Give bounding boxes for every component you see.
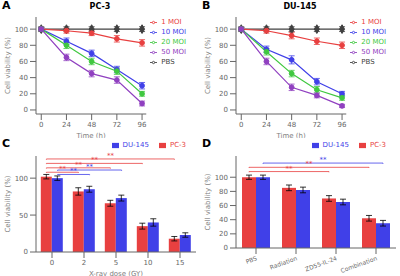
html-text:PBS: PBS [361, 58, 375, 66]
svg-text:80: 80 [219, 188, 228, 196]
svg-text:20: 20 [219, 90, 228, 98]
svg-text:0: 0 [224, 244, 228, 252]
svg-text:Cell viability (%): Cell viability (%) [8, 37, 12, 94]
html-text:1 MOI: 1 MOI [161, 18, 182, 26]
svg-text:100: 100 [15, 175, 28, 183]
svg-text:100: 100 [215, 26, 228, 34]
svg-text:**: ** [306, 160, 314, 168]
html-text:10 MOI: 10 MOI [361, 28, 386, 36]
svg-text:**: ** [107, 152, 115, 160]
html-text:20 MOI: 20 MOI [361, 38, 386, 46]
svg-text:24: 24 [62, 121, 71, 129]
svg-text:100: 100 [215, 174, 228, 182]
svg-text:40: 40 [19, 74, 28, 82]
svg-text:80: 80 [219, 42, 228, 50]
svg-text:80: 80 [19, 42, 28, 50]
html-text:DU-145: DU-145 [283, 2, 317, 11]
svg-text:10: 10 [144, 259, 153, 267]
svg-text:40: 40 [219, 74, 228, 82]
svg-text:20: 20 [219, 230, 228, 238]
svg-text:5: 5 [114, 259, 118, 267]
svg-text:60: 60 [219, 58, 228, 66]
svg-text:ZD55-IL-24: ZD55-IL-24 [304, 254, 338, 272]
html-text:10 MOI: 10 MOI [161, 28, 186, 36]
svg-text:50: 50 [19, 212, 28, 220]
svg-text:Cell viability (%): Cell viability (%) [204, 37, 212, 94]
svg-text:0: 0 [24, 106, 28, 114]
svg-text:Combination: Combination [340, 254, 378, 274]
html-text:PBS: PBS [161, 58, 175, 66]
html-text:PC-3: PC-3 [369, 141, 386, 149]
svg-text:96: 96 [338, 121, 347, 129]
svg-text:2: 2 [82, 259, 86, 267]
svg-text:24: 24 [262, 121, 271, 129]
html-text:B: B [202, 0, 211, 12]
svg-text:60: 60 [219, 202, 228, 210]
svg-text:15: 15 [176, 259, 185, 267]
svg-text:**: ** [320, 156, 328, 164]
svg-text:Time (h): Time (h) [75, 132, 106, 138]
svg-text:Cell viability (%): Cell viability (%) [8, 175, 12, 232]
svg-text:0: 0 [50, 259, 54, 267]
html-text:A: A [2, 0, 11, 12]
html-text:50 MOI: 50 MOI [361, 48, 386, 56]
svg-text:Radiation: Radiation [269, 254, 298, 270]
svg-text:0: 0 [24, 248, 28, 256]
svg-text:96: 96 [138, 121, 147, 129]
html-text:PC-3: PC-3 [89, 2, 111, 11]
svg-text:100: 100 [15, 26, 28, 34]
svg-text:20: 20 [19, 90, 28, 98]
svg-text:0: 0 [224, 106, 228, 114]
html-text:20 MOI: 20 MOI [161, 38, 186, 46]
svg-text:Time (h): Time (h) [275, 132, 306, 138]
svg-text:0: 0 [39, 121, 43, 129]
svg-text:X-ray dose (GY): X-ray dose (GY) [89, 270, 143, 276]
svg-text:48: 48 [87, 121, 96, 129]
html-text:50 MOI: 50 MOI [161, 48, 186, 56]
svg-text:0: 0 [239, 121, 243, 129]
svg-text:40: 40 [219, 216, 228, 224]
svg-text:PBS: PBS [245, 254, 258, 265]
svg-text:**: ** [286, 165, 294, 173]
svg-text:72: 72 [112, 121, 121, 129]
svg-text:48: 48 [287, 121, 296, 129]
svg-text:**: ** [70, 167, 78, 175]
svg-text:**: ** [86, 163, 94, 171]
html-text:PC-3: PC-3 [169, 141, 186, 149]
svg-text:Cell viability (%): Cell viability (%) [204, 173, 212, 230]
html-text:DU-145: DU-145 [122, 141, 149, 149]
html-text:1 MOI: 1 MOI [361, 18, 382, 26]
html-text:C: C [2, 137, 11, 150]
html-text:DU-145: DU-145 [322, 141, 349, 149]
svg-text:60: 60 [19, 58, 28, 66]
html-text:D: D [202, 137, 212, 150]
svg-text:72: 72 [312, 121, 321, 129]
svg-text:**: ** [59, 165, 67, 173]
